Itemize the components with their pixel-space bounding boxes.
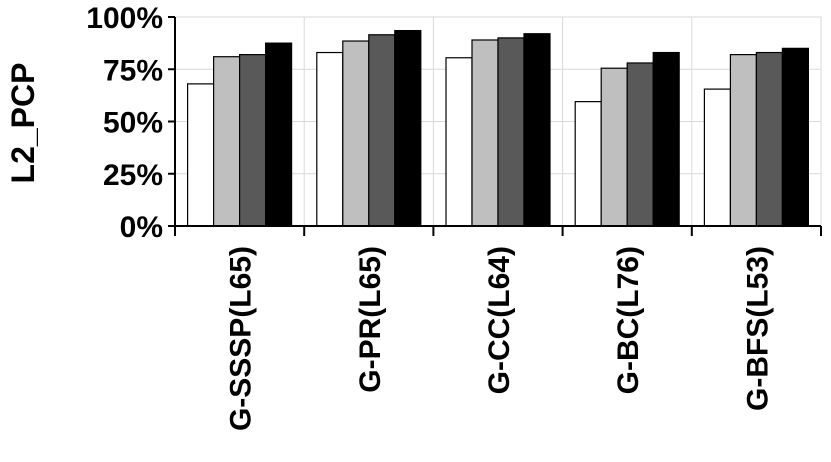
- bar: [368, 34, 396, 227]
- bar: [574, 101, 602, 227]
- y-tick-label: 75%: [103, 54, 163, 87]
- x-category-label: G-PR(L65): [354, 246, 387, 393]
- bar: [239, 54, 267, 227]
- bar: [342, 40, 370, 227]
- bar: [265, 42, 293, 227]
- bars: [187, 29, 810, 227]
- bar: [755, 51, 784, 227]
- bar: [394, 29, 422, 227]
- bar: [523, 33, 551, 227]
- x-category-label: G-BFS(L53): [741, 246, 774, 411]
- x-category-label: G-CC(L64): [483, 246, 516, 394]
- axes: [168, 16, 822, 236]
- bar: [729, 54, 758, 227]
- bar: [316, 51, 344, 227]
- y-axis-title: L2_PCP: [5, 63, 41, 184]
- x-category-labels: G-SSSP(L65) G-PR(L65) G-CC(L64) G-BC(L76) G-…: [225, 246, 775, 431]
- x-category-label: G-SSSP(L65): [225, 246, 258, 431]
- bar: [213, 56, 241, 227]
- x-category-label: G-BC(L76): [612, 246, 645, 394]
- bar: [703, 88, 732, 227]
- y-tick-labels: 0% 25% 50% 75% 100%: [86, 2, 163, 244]
- bar: [626, 62, 654, 227]
- bar: [781, 47, 810, 227]
- bar: [652, 51, 680, 227]
- y-tick-label: 25%: [103, 159, 163, 192]
- bar: [600, 67, 628, 227]
- bar: [471, 39, 499, 227]
- bar: [187, 83, 215, 227]
- y-tick-label: 50%: [103, 107, 163, 140]
- bar: [445, 57, 473, 227]
- y-tick-label: 0%: [120, 211, 163, 244]
- bar: [497, 37, 525, 227]
- y-tick-label: 100%: [86, 2, 163, 35]
